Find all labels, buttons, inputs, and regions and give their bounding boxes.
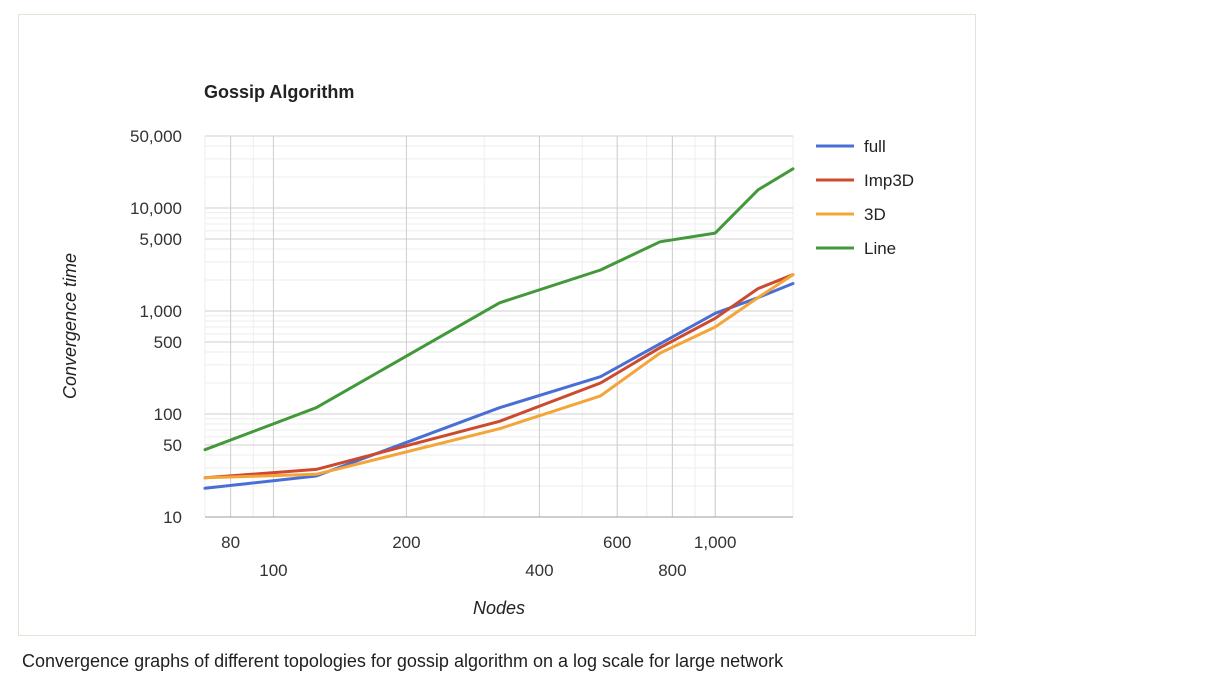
legend-label: Line <box>864 239 896 258</box>
x-tick-label: 400 <box>525 561 553 580</box>
chart-frame <box>18 14 976 636</box>
axis-layer: 10 50 100 500 1,000 5,000 10,000 50,000 80 100 200… <box>130 127 793 580</box>
y-tick-label: 500 <box>154 333 182 352</box>
x-axis-label: Nodes <box>473 598 525 618</box>
x-tick-label: 200 <box>392 533 420 552</box>
legend-label: Imp3D <box>864 171 914 190</box>
figure-caption: Convergence graphs of different topologi… <box>22 651 784 671</box>
chart-title: Gossip Algorithm <box>204 82 354 102</box>
y-tick-label: 5,000 <box>139 230 182 249</box>
x-tick-label: 100 <box>259 561 287 580</box>
legend: full Imp3D 3D Line <box>816 137 914 258</box>
y-tick-label: 10 <box>163 508 182 527</box>
legend-label: full <box>864 137 886 156</box>
y-tick-label: 100 <box>154 405 182 424</box>
legend-label: 3D <box>864 205 886 224</box>
series-line-full <box>203 282 795 490</box>
series-line-line <box>203 167 795 452</box>
x-tick-label: 80 <box>221 533 240 552</box>
series-layer <box>203 167 795 490</box>
x-tick-label: 800 <box>658 561 686 580</box>
grid-layer <box>204 135 794 518</box>
y-tick-label: 50 <box>163 436 182 455</box>
x-tick-label: 600 <box>603 533 631 552</box>
y-tick-label: 50,000 <box>130 127 182 146</box>
y-tick-label: 10,000 <box>130 199 182 218</box>
series-line-3d <box>203 273 795 480</box>
x-tick-label: 1,000 <box>694 533 737 552</box>
y-tick-label: 1,000 <box>139 302 182 321</box>
series-line-imp3d <box>203 273 795 480</box>
y-axis-label: Convergence time <box>60 253 80 399</box>
